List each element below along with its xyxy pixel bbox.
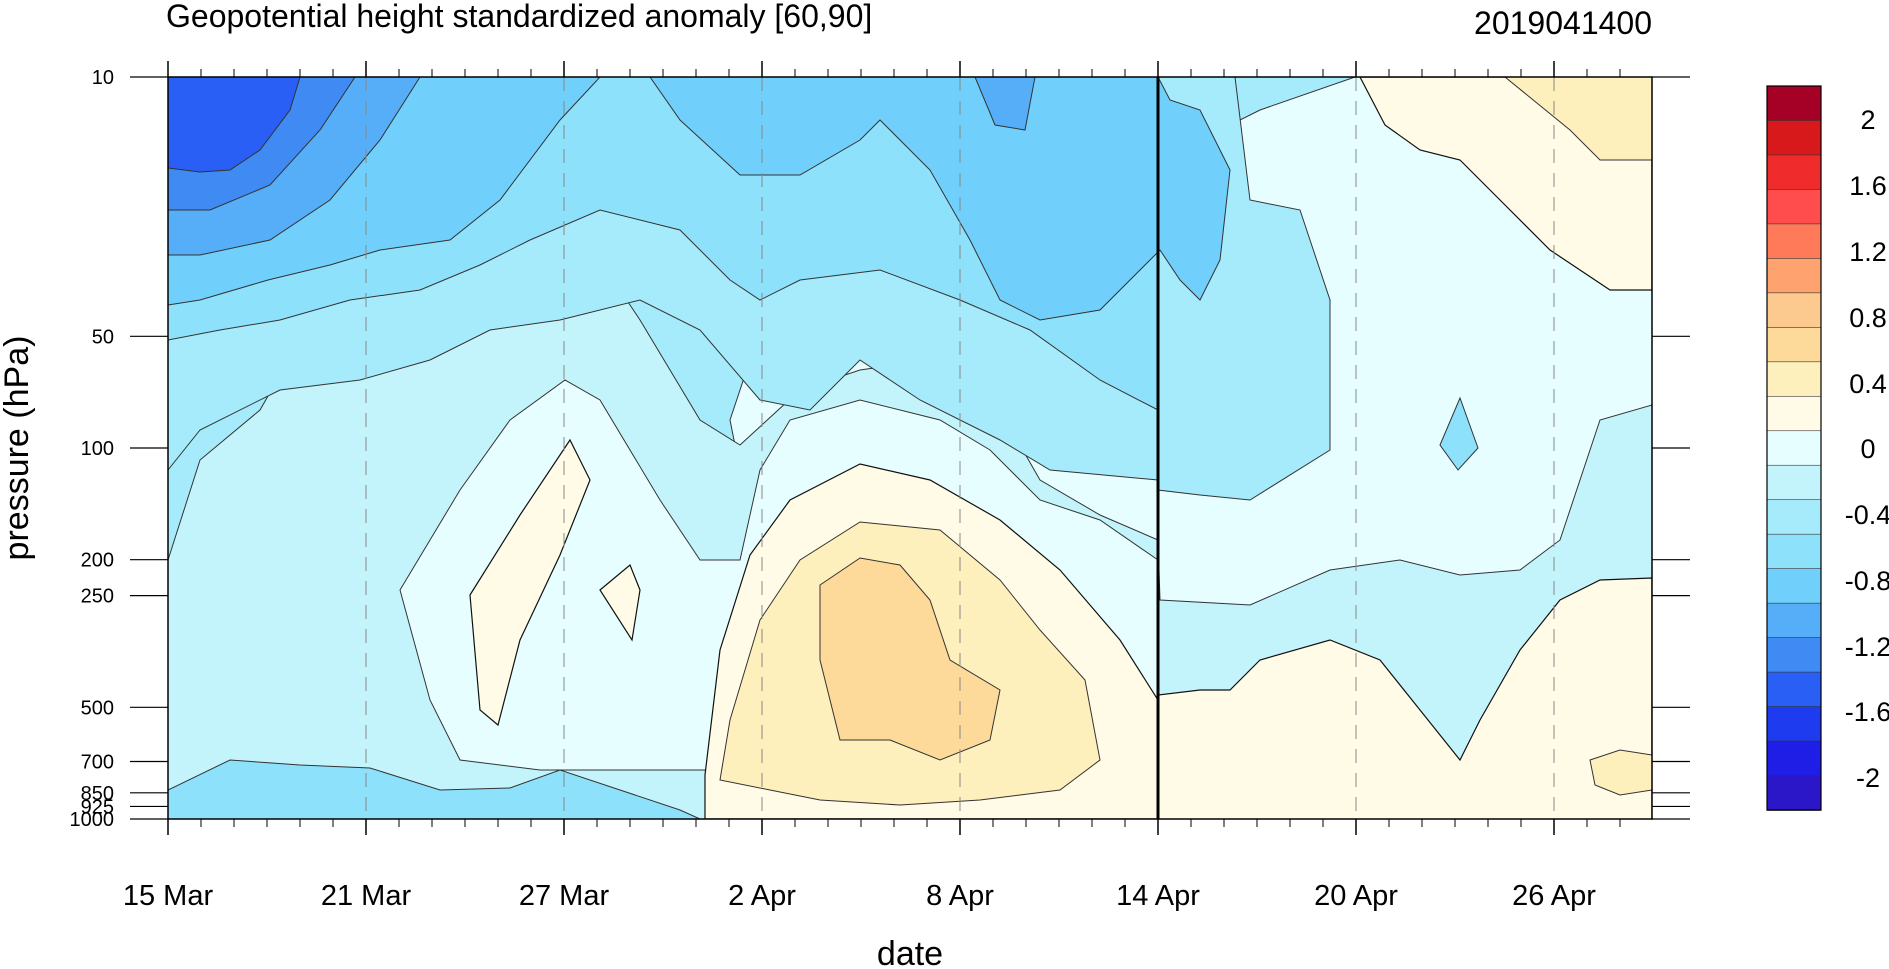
colorbar-swatch xyxy=(1766,706,1822,742)
chart-timestamp: 2019041400 xyxy=(1474,5,1652,41)
y-tick-label: 100 xyxy=(81,438,114,460)
colorbar-frame xyxy=(1766,85,1822,811)
colorbar-label: -1.2 xyxy=(1845,632,1889,662)
y-tick-label: 50 xyxy=(92,326,114,348)
colorbar-swatch xyxy=(1766,292,1822,329)
colorbar-swatch xyxy=(1766,395,1822,432)
colorbar-swatch xyxy=(1766,637,1822,673)
colorbar-label: -0.8 xyxy=(1845,566,1889,596)
y-tick-label: 250 xyxy=(81,586,114,608)
x-tick-label: 8 Apr xyxy=(926,880,994,912)
colorbar-label: -0.4 xyxy=(1845,500,1889,530)
colorbar-label: 1.2 xyxy=(1849,237,1887,267)
chart-title: Geopotential height standardized anomaly… xyxy=(166,0,872,34)
colorbar-swatch xyxy=(1766,189,1822,225)
dashed-grid xyxy=(365,77,1555,819)
x-tick-label: 27 Mar xyxy=(519,880,610,912)
colorbar-swatch xyxy=(1766,499,1822,535)
colorbar-label: 1.6 xyxy=(1849,171,1887,201)
plot-area xyxy=(168,77,1652,819)
x-tick-label: 20 Apr xyxy=(1314,880,1398,912)
x-tick-label: 21 Mar xyxy=(321,880,412,912)
colorbar-swatch xyxy=(1766,775,1822,811)
y-tick-label: 700 xyxy=(81,752,114,774)
x-tick-label: 2 Apr xyxy=(728,880,796,912)
contour-region-positive-right xyxy=(1157,577,1652,819)
colorbar-label: 0.8 xyxy=(1849,303,1887,333)
contour-region-positive-core xyxy=(819,557,1001,761)
contour-region-neg-10 xyxy=(168,77,1231,321)
colorbar-label: -1.6 xyxy=(1845,697,1889,727)
x-axis-label: date xyxy=(877,935,943,969)
contour-region-neg-spot-23apr xyxy=(1439,396,1479,471)
colorbar-swatch xyxy=(1766,464,1822,501)
colorbar-label: 0 xyxy=(1860,434,1875,464)
y-tick-label: 850 xyxy=(81,783,114,805)
colorbar-swatch xyxy=(1766,740,1822,777)
contour-region-positive-low xyxy=(469,438,591,727)
colorbar-swatch xyxy=(1766,602,1822,639)
colorbar-swatch xyxy=(1766,430,1822,467)
contour-region-neg-18 xyxy=(168,77,301,173)
x-tick-label: 26 Apr xyxy=(1512,880,1596,912)
y-tick-label: 200 xyxy=(81,550,114,572)
y-tick-label: 1000 xyxy=(70,809,115,831)
colorbar-swatch xyxy=(1766,327,1822,363)
colorbar-swatch xyxy=(1766,568,1822,604)
x-tick-label: 15 Mar xyxy=(123,880,214,912)
colorbar-swatch xyxy=(1766,361,1822,398)
x-tick-label: 14 Apr xyxy=(1116,880,1200,912)
contour-region-positive-low-2 xyxy=(599,564,641,642)
colorbar-swatch xyxy=(1766,223,1822,260)
colorbar-swatch xyxy=(1766,671,1822,708)
contour-region-neg-spot-10apr xyxy=(974,77,1036,131)
colorbar-swatch xyxy=(1766,258,1822,294)
y-tick-label: 500 xyxy=(81,697,114,719)
contour-region-positive-right-spot xyxy=(1589,749,1652,796)
colorbar-label: 0.4 xyxy=(1849,369,1887,399)
colorbar: 2 1.6 1.2 0.8 0.4 0 -0.4 -0.8 -1.2 -1.6 -2 xyxy=(1766,85,1889,811)
colorbar-label: -2 xyxy=(1856,763,1880,793)
x-axis: 15 Mar 21 Mar 27 Mar 2 Apr 8 Apr 14 Apr 20 Apr… xyxy=(123,61,1621,912)
contour-region-positive-upper-right-2 xyxy=(1504,77,1652,161)
colorbar-swatch xyxy=(1766,533,1822,570)
y-tick-label: 10 xyxy=(92,67,114,89)
colorbar-label: 2 xyxy=(1860,105,1875,135)
y-tick-label: 925 xyxy=(81,796,114,818)
contour-region-surface-neg xyxy=(168,759,701,819)
colorbar-swatch xyxy=(1766,154,1822,191)
colorbar-swatch xyxy=(1766,120,1822,156)
colorbar-swatch xyxy=(1766,85,1822,122)
y-axis-label: pressure (hPa) xyxy=(0,336,36,561)
